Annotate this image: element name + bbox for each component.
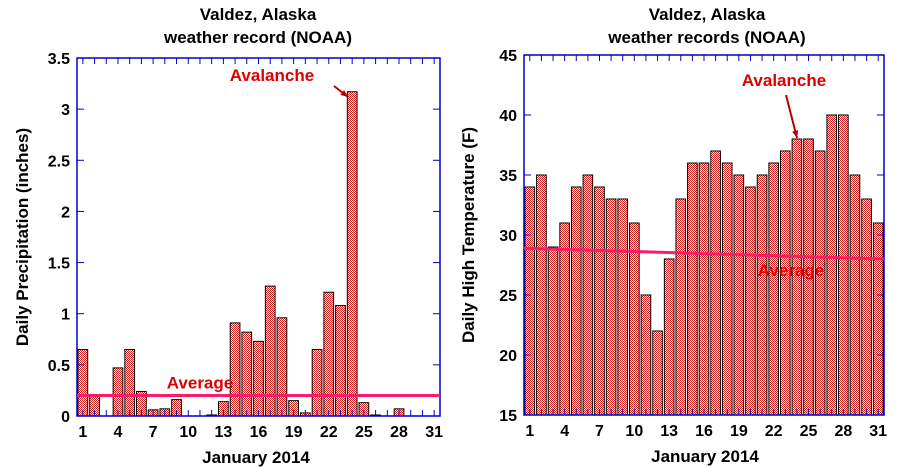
y-tick-label: 15 [499,408,517,425]
x-tick-label: 10 [625,423,643,440]
bar-day-15 [241,331,253,417]
x-axis-label: January 2014 [651,447,759,466]
y-tick-label: 25 [499,288,517,305]
bar-day-22 [323,291,335,417]
bar-day-1 [77,349,89,417]
bar-day-17 [710,150,721,416]
x-tick-label: 25 [800,423,818,440]
chart-title-line2: weather record (NOAA) [163,28,352,47]
chart-title-line1: Valdez, Alaska [200,5,317,24]
bar-day-21 [311,349,323,417]
x-tick-label: 13 [214,424,232,441]
bar-day-23 [335,305,346,417]
bar-day-9 [617,198,629,416]
y-tick-label: 1 [61,307,70,324]
bar-day-5 [570,186,582,416]
avalanche-label: Avalanche [230,66,314,85]
x-tick-label: 19 [285,424,303,441]
bar-day-7 [594,186,605,416]
bar-day-2 [536,174,547,416]
y-tick-label: 0.5 [48,358,70,375]
x-tick-label: 4 [114,424,123,441]
y-tick-label: 0 [61,409,70,426]
y-tick-label: 20 [499,348,517,365]
x-tick-label: 16 [250,424,268,441]
y-tick-label: 30 [499,228,517,245]
average-label: Average [167,374,233,393]
y-tick-label: 2.5 [48,153,70,170]
average-line [523,246,885,261]
chart-temperature: Valdez, Alaska weather records (NOAA) 15 20… [459,5,887,466]
x-tick-label: 31 [425,424,443,441]
x-tick-label: 1 [78,424,87,441]
bar-day-18 [721,162,733,416]
avalanche-arrow [785,94,798,139]
x-tick-label: 7 [149,424,158,441]
bar-day-13 [663,258,675,416]
y-tick-label: 3.5 [48,51,70,68]
bar-day-8 [605,198,617,416]
bar-day-15 [687,162,698,416]
bar-day-16 [698,162,710,416]
y-tick-label: 1.5 [48,256,70,273]
bar-day-29 [849,174,861,416]
bar-day-18 [276,317,288,417]
bar-day-4 [112,367,124,417]
y-tick-label: 45 [499,48,517,65]
x-tick-label: 28 [390,424,408,441]
chart-title-line2: weather records (NOAA) [607,28,805,47]
y-tick-label: 2 [61,204,70,221]
y-axis-label: Daily High Temperature (F) [459,127,478,343]
x-tick-label: 31 [869,423,887,440]
bar-day-12 [652,330,663,416]
bar-day-6 [582,174,594,416]
bar-day-27 [826,114,838,416]
bar-day-11 [640,294,652,416]
bar-day-23 [779,150,791,416]
avalanche-label: Avalanche [742,71,826,90]
arrowhead-icon [340,89,348,97]
bar-day-31 [872,222,884,416]
bar-day-3 [547,246,559,416]
y-tick-label: 35 [499,168,517,185]
x-tick-label: 16 [695,423,713,440]
bar-day-30 [861,198,872,416]
arrowhead-icon [792,130,799,138]
y-tick-label: 3 [61,102,70,119]
bar-day-19 [733,174,745,416]
bar-day-26 [814,150,826,416]
bar-day-16 [253,340,264,417]
x-tick-label: 22 [765,423,783,440]
x-tick-label: 10 [179,424,197,441]
bar-day-20 [745,186,756,416]
y-tick-label: 40 [499,108,517,125]
x-tick-label: 28 [834,423,852,440]
x-tick-label: 7 [595,423,604,440]
x-axis-label: January 2014 [202,448,310,467]
x-tick-label: 13 [660,423,678,440]
bar-day-22 [768,162,779,416]
bar-day-1 [524,186,536,416]
y-axis-label: Daily Precipitation (inches) [13,128,32,346]
bar-day-28 [838,114,849,416]
average-label: Average [758,261,824,280]
bar-day-14 [229,322,241,417]
x-tick-label: 4 [560,423,569,440]
bar-day-21 [756,174,768,416]
x-tick-label: 19 [730,423,748,440]
x-tick-label: 1 [525,423,534,440]
x-tick-label: 22 [320,424,338,441]
chart-precipitation: Valdez, Alaska weather record (NOAA) 0 0.5 1… [13,5,443,467]
x-tick-label: 25 [355,424,373,441]
bar-day-5 [124,349,136,417]
bar-day-24 [346,91,358,417]
bar-day-4 [559,222,570,416]
bar-day-14 [675,198,687,416]
chart-title-line1: Valdez, Alaska [649,5,766,24]
